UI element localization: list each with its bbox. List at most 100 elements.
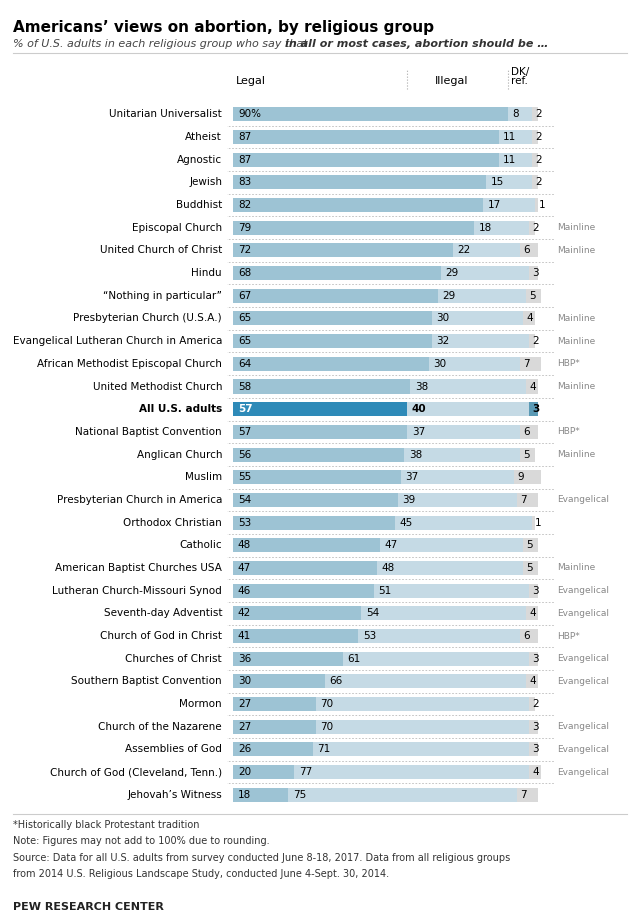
Bar xyxy=(234,720,316,734)
Text: Mormon: Mormon xyxy=(179,699,222,709)
Bar xyxy=(234,516,395,529)
Text: 56: 56 xyxy=(238,450,251,460)
Text: Mainline: Mainline xyxy=(557,224,595,233)
Text: Episcopal Church: Episcopal Church xyxy=(132,223,222,233)
Text: 77: 77 xyxy=(299,767,312,777)
Text: Buddhist: Buddhist xyxy=(176,200,222,210)
Text: 65: 65 xyxy=(238,313,251,323)
Text: 42: 42 xyxy=(238,608,251,618)
Bar xyxy=(508,107,532,121)
Bar xyxy=(441,266,529,280)
Text: 15: 15 xyxy=(491,178,504,188)
Text: 2: 2 xyxy=(535,109,542,119)
Text: 3: 3 xyxy=(532,654,539,664)
Text: 40: 40 xyxy=(412,404,426,414)
Text: 53: 53 xyxy=(238,518,251,528)
Bar xyxy=(234,153,499,167)
Text: 53: 53 xyxy=(363,631,376,641)
Bar xyxy=(288,788,517,802)
Bar xyxy=(234,742,312,757)
Text: 90%: 90% xyxy=(238,109,261,119)
Text: Atheist: Atheist xyxy=(186,132,222,142)
Text: Lutheran Church-Missouri Synod: Lutheran Church-Missouri Synod xyxy=(52,585,222,595)
Text: 54: 54 xyxy=(366,608,380,618)
Text: HBP*: HBP* xyxy=(557,428,580,436)
Bar xyxy=(234,493,398,507)
Bar xyxy=(407,425,520,439)
Bar xyxy=(535,198,538,213)
Text: 4: 4 xyxy=(529,381,536,391)
Bar xyxy=(234,402,407,416)
Text: 45: 45 xyxy=(399,518,413,528)
Bar xyxy=(234,107,508,121)
Bar xyxy=(499,153,532,167)
Bar xyxy=(523,539,538,552)
Bar xyxy=(395,516,532,529)
Text: Note: Figures may not add to 100% due to rounding.: Note: Figures may not add to 100% due to… xyxy=(13,836,269,846)
Bar xyxy=(529,334,535,348)
Text: 70: 70 xyxy=(320,699,333,709)
Text: 17: 17 xyxy=(488,200,501,210)
Text: 68: 68 xyxy=(238,268,251,278)
Text: 61: 61 xyxy=(348,654,361,664)
Text: 11: 11 xyxy=(503,132,516,142)
Text: 2: 2 xyxy=(535,155,542,165)
Text: Evangelical Lutheran Church in America: Evangelical Lutheran Church in America xyxy=(13,336,222,346)
Text: 30: 30 xyxy=(238,676,251,686)
Text: 20: 20 xyxy=(238,767,251,777)
Text: 2: 2 xyxy=(532,336,539,346)
Text: 7: 7 xyxy=(520,495,527,505)
Text: 55: 55 xyxy=(238,473,251,482)
Text: Mainline: Mainline xyxy=(557,563,595,572)
Text: United Methodist Church: United Methodist Church xyxy=(93,381,222,391)
Text: 3: 3 xyxy=(532,268,539,278)
Bar xyxy=(398,493,517,507)
Text: 70: 70 xyxy=(320,722,333,732)
Bar xyxy=(316,720,529,734)
Text: 79: 79 xyxy=(238,223,251,233)
Bar xyxy=(380,539,523,552)
Text: 75: 75 xyxy=(292,790,306,800)
Text: 4: 4 xyxy=(526,313,532,323)
Text: Unitarian Universalist: Unitarian Universalist xyxy=(109,109,222,119)
Text: Hindu: Hindu xyxy=(191,268,222,278)
Text: 72: 72 xyxy=(238,245,251,256)
Bar xyxy=(234,266,441,280)
Bar xyxy=(234,765,294,780)
Text: Presbyterian Church in America: Presbyterian Church in America xyxy=(57,495,222,505)
Text: 65: 65 xyxy=(238,336,251,346)
Bar xyxy=(343,651,529,666)
Text: Assemblies of God: Assemblies of God xyxy=(125,745,222,755)
Bar xyxy=(410,379,526,394)
Bar xyxy=(532,153,538,167)
Text: All U.S. adults: All U.S. adults xyxy=(139,404,222,414)
Text: 3: 3 xyxy=(532,585,539,595)
Bar xyxy=(453,244,520,257)
Bar xyxy=(325,674,526,689)
Text: 48: 48 xyxy=(238,540,251,551)
Text: African Methodist Episcopal Church: African Methodist Episcopal Church xyxy=(37,359,222,369)
Text: HBP*: HBP* xyxy=(557,631,580,640)
Bar xyxy=(514,470,541,485)
Text: 3: 3 xyxy=(532,404,540,414)
Text: 7: 7 xyxy=(520,790,527,800)
Bar xyxy=(529,583,538,597)
Bar xyxy=(483,198,535,213)
Bar xyxy=(526,606,538,620)
Text: 29: 29 xyxy=(445,268,458,278)
Bar xyxy=(523,311,535,325)
Bar xyxy=(234,539,380,552)
Bar xyxy=(523,561,538,575)
Bar xyxy=(234,289,438,303)
Text: Jewish: Jewish xyxy=(189,178,222,188)
Text: 39: 39 xyxy=(403,495,416,505)
Text: 1: 1 xyxy=(538,200,545,210)
Bar xyxy=(520,629,538,643)
Bar xyxy=(438,289,526,303)
Bar xyxy=(431,311,523,325)
Text: Catholic: Catholic xyxy=(179,540,222,551)
Text: 4: 4 xyxy=(532,767,539,777)
Text: Evangelical: Evangelical xyxy=(557,677,609,686)
Text: 22: 22 xyxy=(458,245,471,256)
Bar xyxy=(401,470,514,485)
